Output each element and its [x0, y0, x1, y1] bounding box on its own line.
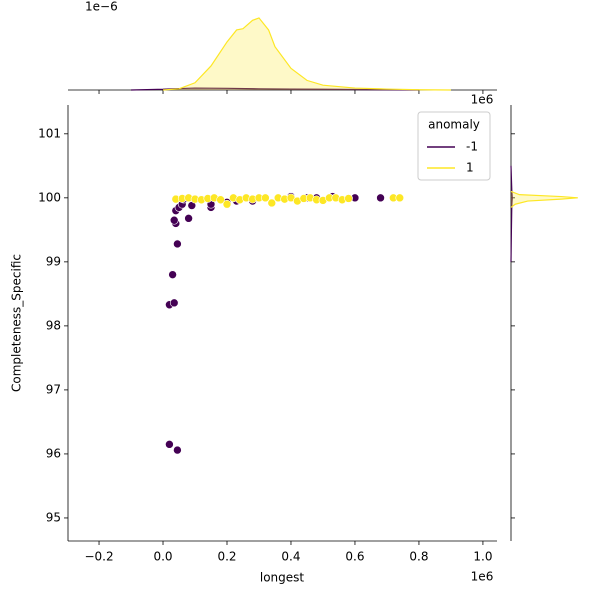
scatter-point	[395, 193, 405, 203]
scatter-point	[261, 193, 270, 203]
x-tick-label: 0.4	[281, 550, 300, 564]
scatter-point	[168, 270, 177, 279]
x-tick-label: 0.6	[345, 550, 364, 564]
x-offset-label: 1e6	[471, 570, 494, 584]
scatter-point	[216, 195, 225, 205]
x-tick-label: 0.2	[217, 550, 236, 564]
kde-line	[510, 165, 513, 262]
scatter-point	[184, 214, 193, 223]
x-tick-label: 0.0	[153, 550, 172, 564]
scatter-point	[169, 298, 179, 308]
scatter-point	[165, 440, 174, 449]
x-tick-label: 1.0	[473, 550, 492, 564]
x-tick-label: −0.2	[84, 550, 113, 564]
scatter-point	[222, 199, 232, 209]
y-tick-label: 97	[46, 382, 61, 396]
y-tick-label: 100	[38, 190, 61, 204]
kde-area	[163, 17, 451, 91]
x-tick-label: 0.8	[409, 550, 428, 564]
y-tick-label: 99	[46, 254, 61, 268]
scatter-point	[173, 445, 182, 455]
legend-box	[417, 111, 491, 181]
kde-line	[510, 190, 578, 208]
y-tick-label: 96	[46, 446, 61, 460]
legend-label: 1	[466, 161, 474, 175]
scatter-point	[169, 215, 179, 225]
y-tick-label: 101	[38, 126, 61, 140]
y-tick-label: 98	[46, 318, 61, 332]
kde-line	[162, 17, 451, 91]
scatter-point	[344, 194, 353, 203]
density-offset-label: 1e−6	[85, 0, 118, 14]
x-axis-label: longest	[260, 571, 305, 585]
scatter-point	[173, 239, 182, 249]
scatter-point	[376, 193, 385, 203]
legend-title: anomaly	[428, 118, 480, 132]
y-tick-label: 95	[46, 510, 61, 524]
legend-label: -1	[466, 140, 478, 154]
x-offset-label: 1e6	[471, 93, 494, 107]
scatter-point	[267, 198, 277, 208]
kde-area	[511, 191, 578, 208]
y-axis-label: Completeness_Specific	[10, 254, 24, 392]
